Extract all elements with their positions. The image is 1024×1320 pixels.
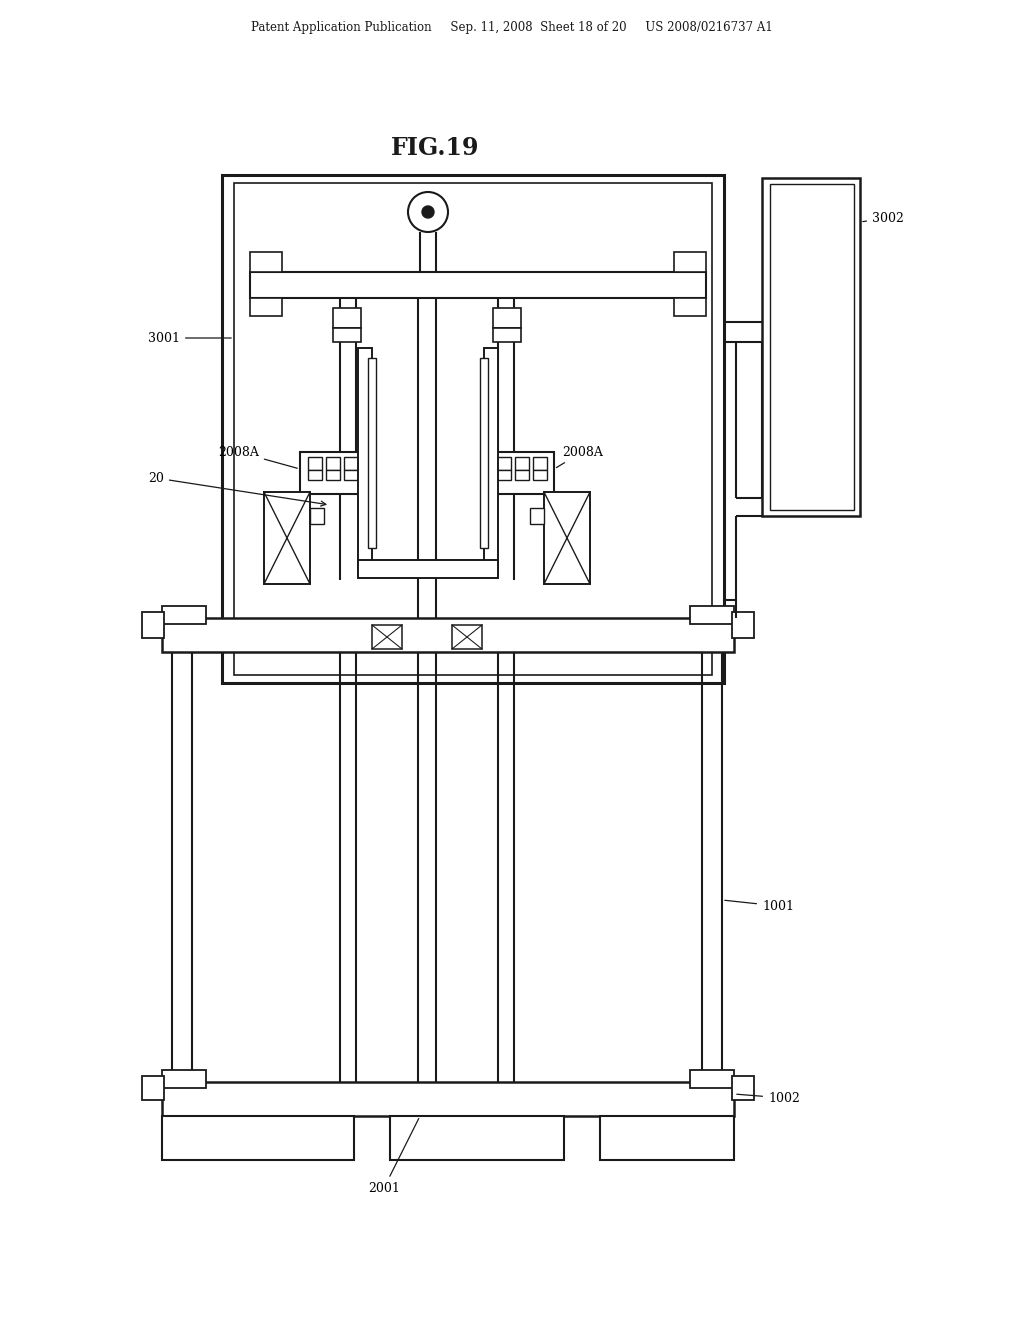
- Text: 2008A: 2008A: [556, 446, 603, 467]
- Bar: [770, 183, 854, 510]
- Bar: [142, 1076, 164, 1100]
- Bar: [308, 470, 322, 480]
- Bar: [690, 1071, 734, 1088]
- Bar: [142, 612, 164, 638]
- Bar: [344, 470, 358, 480]
- Bar: [762, 178, 860, 516]
- Bar: [497, 470, 511, 480]
- Text: FIG.19: FIG.19: [391, 136, 479, 160]
- Bar: [368, 358, 376, 548]
- Bar: [690, 606, 734, 624]
- Text: 2001: 2001: [368, 1118, 419, 1195]
- Bar: [308, 457, 322, 470]
- Text: 2008A: 2008A: [218, 446, 297, 469]
- Bar: [300, 451, 365, 494]
- Bar: [358, 560, 498, 578]
- Text: 1002: 1002: [736, 1092, 800, 1105]
- Bar: [544, 492, 590, 583]
- Bar: [390, 1115, 564, 1160]
- Text: 3001: 3001: [148, 331, 231, 345]
- Bar: [162, 1115, 354, 1160]
- Bar: [333, 308, 361, 327]
- Bar: [534, 470, 547, 480]
- Bar: [162, 1082, 734, 1115]
- Bar: [530, 508, 544, 524]
- Bar: [493, 308, 521, 327]
- Bar: [344, 457, 358, 470]
- Bar: [534, 457, 547, 470]
- Bar: [480, 358, 488, 548]
- Bar: [452, 624, 482, 649]
- Bar: [234, 183, 712, 675]
- Bar: [358, 348, 372, 573]
- Bar: [310, 508, 324, 524]
- Bar: [732, 1076, 754, 1100]
- Text: Patent Application Publication     Sep. 11, 2008  Sheet 18 of 20     US 2008/021: Patent Application Publication Sep. 11, …: [251, 21, 773, 34]
- Bar: [493, 327, 521, 342]
- Bar: [489, 451, 554, 494]
- Bar: [497, 457, 511, 470]
- Bar: [515, 457, 529, 470]
- Bar: [674, 252, 706, 272]
- Bar: [264, 492, 310, 583]
- Text: 1001: 1001: [725, 899, 794, 912]
- Bar: [515, 470, 529, 480]
- Bar: [162, 606, 206, 624]
- Bar: [732, 612, 754, 638]
- Bar: [250, 298, 282, 315]
- Bar: [600, 1115, 734, 1160]
- Text: 20: 20: [148, 471, 326, 506]
- Bar: [333, 327, 361, 342]
- Circle shape: [422, 206, 434, 218]
- Bar: [326, 470, 340, 480]
- Bar: [250, 252, 282, 272]
- Bar: [326, 457, 340, 470]
- Text: 3002: 3002: [863, 211, 904, 224]
- Bar: [674, 298, 706, 315]
- Bar: [372, 624, 402, 649]
- Bar: [162, 618, 734, 652]
- Bar: [484, 348, 498, 573]
- Bar: [222, 176, 724, 682]
- Bar: [250, 272, 706, 298]
- Bar: [162, 1071, 206, 1088]
